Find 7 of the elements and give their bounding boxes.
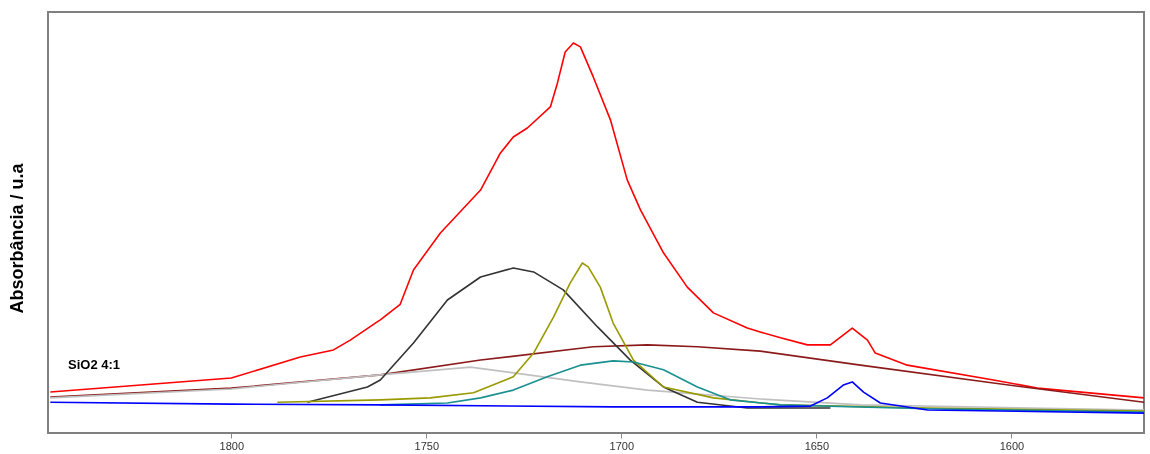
x-tick-label: 1700 — [609, 439, 635, 452]
y-axis-title: Absorbância / u.a — [6, 162, 27, 314]
x-tick-label: 1800 — [219, 439, 245, 452]
annotation: SiO2 4:1 — [68, 357, 121, 372]
x-tick-label: 1650 — [804, 439, 830, 452]
x-tick-label: 1600 — [999, 439, 1025, 452]
x-tick-label: 1750 — [414, 439, 440, 452]
